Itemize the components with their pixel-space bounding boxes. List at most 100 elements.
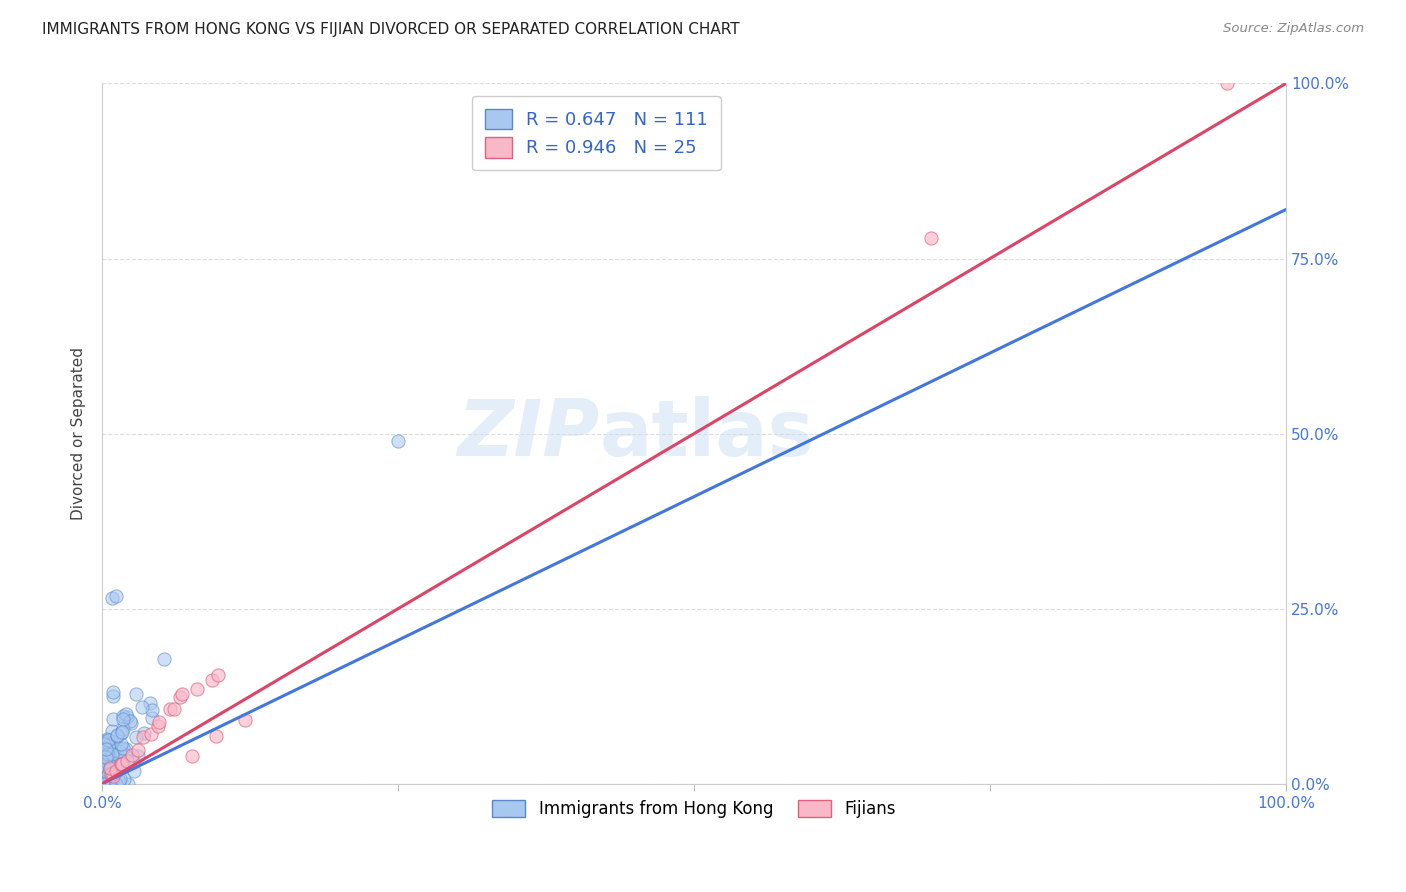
Point bbox=[91, 775, 114, 789]
Point bbox=[94, 777, 117, 791]
Point bbox=[1216, 77, 1239, 91]
Point bbox=[101, 684, 124, 698]
Point bbox=[181, 749, 204, 764]
Point bbox=[96, 756, 118, 771]
Point bbox=[94, 777, 117, 791]
Point bbox=[104, 744, 127, 758]
Point bbox=[101, 723, 124, 738]
Point bbox=[134, 726, 156, 740]
Point bbox=[131, 699, 153, 714]
Point bbox=[105, 777, 128, 791]
Text: IMMIGRANTS FROM HONG KONG VS FIJIAN DIVORCED OR SEPARATED CORRELATION CHART: IMMIGRANTS FROM HONG KONG VS FIJIAN DIVO… bbox=[42, 22, 740, 37]
Point bbox=[96, 747, 118, 762]
Point bbox=[91, 777, 114, 791]
Point bbox=[97, 733, 120, 747]
Point bbox=[91, 737, 114, 751]
Point bbox=[112, 772, 135, 787]
Point bbox=[122, 764, 145, 778]
Point bbox=[101, 765, 124, 780]
Point bbox=[94, 777, 117, 791]
Point bbox=[148, 714, 170, 729]
Point bbox=[94, 762, 117, 776]
Point bbox=[110, 725, 132, 739]
Point bbox=[104, 748, 127, 763]
Point bbox=[105, 764, 128, 778]
Point bbox=[104, 742, 127, 756]
Point bbox=[91, 777, 114, 791]
Point bbox=[91, 777, 114, 791]
Point bbox=[100, 777, 122, 791]
Point bbox=[94, 747, 117, 762]
Point bbox=[97, 767, 120, 781]
Point bbox=[139, 697, 162, 711]
Point bbox=[132, 730, 155, 744]
Point bbox=[111, 756, 134, 771]
Point bbox=[120, 715, 142, 730]
Point bbox=[110, 742, 132, 756]
Point bbox=[98, 777, 121, 791]
Text: ZIP: ZIP bbox=[457, 395, 599, 472]
Point bbox=[172, 687, 194, 701]
Point bbox=[93, 777, 115, 791]
Point bbox=[100, 591, 122, 606]
Point bbox=[91, 740, 114, 755]
Point bbox=[96, 777, 118, 791]
Legend: Immigrants from Hong Kong, Fijians: Immigrants from Hong Kong, Fijians bbox=[485, 793, 903, 824]
Point bbox=[105, 728, 128, 742]
Point bbox=[111, 722, 134, 736]
Point bbox=[121, 748, 143, 763]
Point bbox=[94, 742, 117, 756]
Point bbox=[115, 707, 138, 722]
Point bbox=[93, 777, 115, 791]
Point bbox=[93, 734, 115, 748]
Point bbox=[103, 766, 125, 780]
Point bbox=[93, 737, 115, 751]
Point bbox=[233, 713, 256, 727]
Point bbox=[96, 770, 118, 784]
Point bbox=[104, 776, 127, 790]
Point bbox=[387, 434, 409, 448]
Point bbox=[117, 710, 139, 724]
Point bbox=[114, 742, 136, 756]
Point bbox=[141, 711, 163, 725]
Point bbox=[205, 729, 228, 743]
Point bbox=[100, 767, 122, 781]
Point bbox=[94, 777, 117, 791]
Point bbox=[96, 731, 118, 746]
Point bbox=[125, 730, 148, 744]
Point bbox=[122, 755, 145, 769]
Point bbox=[114, 748, 136, 763]
Point bbox=[101, 735, 124, 749]
Point bbox=[127, 748, 149, 763]
Point bbox=[93, 735, 115, 749]
Point bbox=[96, 777, 118, 791]
Point bbox=[110, 737, 132, 751]
Point bbox=[159, 702, 181, 716]
Point bbox=[125, 687, 148, 701]
Point bbox=[139, 727, 162, 741]
Point bbox=[94, 777, 117, 791]
Point bbox=[201, 673, 224, 688]
Point bbox=[103, 712, 125, 726]
Point bbox=[107, 752, 129, 766]
Point bbox=[101, 765, 124, 780]
Text: atlas: atlas bbox=[599, 395, 814, 472]
Point bbox=[93, 777, 115, 791]
Point bbox=[98, 776, 121, 790]
Point bbox=[169, 690, 191, 705]
Point bbox=[93, 757, 115, 772]
Point bbox=[98, 759, 121, 773]
Point bbox=[110, 757, 132, 772]
Point bbox=[112, 712, 135, 726]
Point bbox=[103, 689, 125, 703]
Point bbox=[100, 743, 122, 757]
Point bbox=[93, 777, 115, 791]
Point bbox=[112, 756, 135, 770]
Point bbox=[97, 738, 120, 752]
Point bbox=[101, 773, 124, 788]
Point bbox=[920, 230, 942, 244]
Text: Source: ZipAtlas.com: Source: ZipAtlas.com bbox=[1223, 22, 1364, 36]
Point bbox=[96, 750, 118, 764]
Point bbox=[96, 755, 118, 769]
Y-axis label: Divorced or Separated: Divorced or Separated bbox=[72, 347, 86, 520]
